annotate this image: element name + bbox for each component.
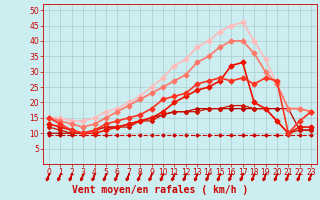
Text: Vent moyen/en rafales ( km/h ): Vent moyen/en rafales ( km/h ) — [72, 185, 248, 195]
